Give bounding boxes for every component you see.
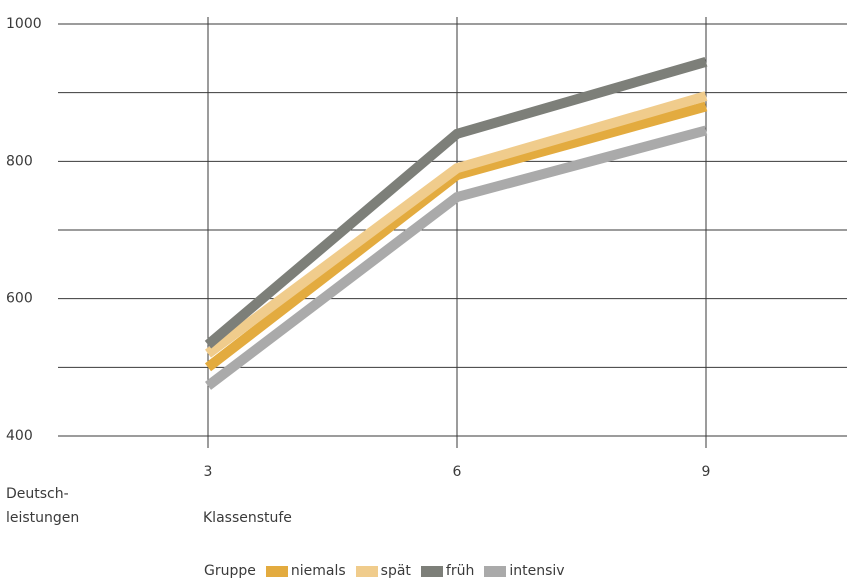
series-line-niemals (204, 101, 708, 372)
legend: Gruppe niemals spät früh intensiv (204, 562, 575, 580)
grid (58, 17, 847, 448)
y-tick-label: 400 (6, 428, 33, 444)
legend-item: spät (355, 563, 411, 579)
y-tick-label: 800 (6, 153, 33, 169)
series-line-intensiv (204, 125, 708, 390)
x-tick-label: 3 (204, 464, 213, 480)
legend-label: früh (445, 563, 475, 579)
legend-title: Gruppe (204, 563, 256, 579)
legend-label: intensiv (509, 563, 565, 579)
series-lines (204, 56, 708, 390)
legend-swatch (484, 565, 507, 577)
series-line-früh (204, 56, 708, 349)
legend-label: spät (380, 563, 411, 579)
y-tick-label: 1000 (6, 16, 42, 32)
x-axis-tick-labels: 3 6 9 (204, 464, 711, 480)
legend-label: niemals (290, 563, 346, 579)
x-tick-label: 6 (453, 464, 462, 480)
y-tick-label: 600 (6, 291, 33, 307)
legend-item: intensiv (484, 563, 565, 579)
legend-items: niemals spät früh intensiv (265, 563, 575, 579)
y-axis-title-line-2: leistungen (6, 510, 79, 526)
legend-swatch (420, 565, 443, 577)
legend-swatch (265, 565, 288, 577)
series-line-spät (205, 91, 708, 358)
legend-item: niemals (265, 563, 346, 579)
x-tick-label: 9 (702, 464, 711, 480)
x-axis-title: Klassenstufe (203, 510, 292, 526)
y-axis-tick-labels: 400 600 800 1000 (6, 16, 42, 444)
y-axis-title-line-1: Deutsch- (6, 486, 69, 502)
legend-swatch (355, 565, 378, 577)
legend-item: früh (420, 563, 475, 579)
